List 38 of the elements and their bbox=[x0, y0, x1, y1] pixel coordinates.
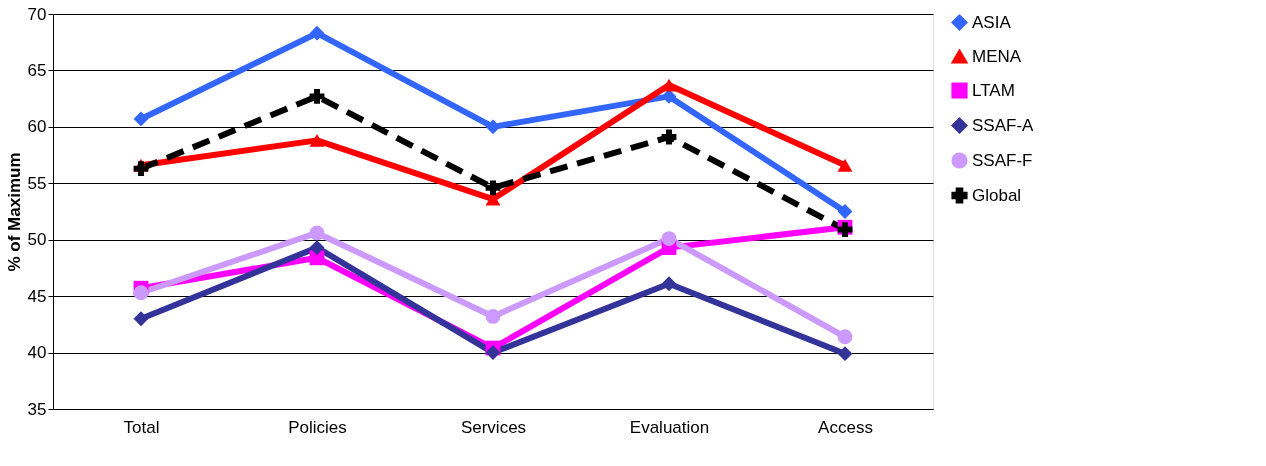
point bbox=[133, 111, 149, 127]
legend-label: ASIA bbox=[972, 12, 1012, 32]
point bbox=[309, 25, 325, 41]
y-tick-label: 70 bbox=[27, 4, 47, 24]
point bbox=[485, 180, 501, 196]
point bbox=[133, 285, 149, 301]
y-tick-label: 55 bbox=[27, 173, 47, 193]
y-tick-label: 35 bbox=[27, 399, 47, 419]
legend-label: MENA bbox=[972, 46, 1022, 66]
y-tick-label: 40 bbox=[27, 343, 47, 363]
x-tick-label: Access bbox=[818, 417, 873, 437]
legend-label: Global bbox=[972, 185, 1022, 205]
point bbox=[485, 309, 501, 324]
point bbox=[837, 346, 853, 362]
point bbox=[661, 276, 677, 292]
y-tick-label: 65 bbox=[27, 60, 47, 80]
point bbox=[661, 231, 677, 246]
point bbox=[485, 119, 501, 135]
point bbox=[133, 161, 149, 177]
x-tick-label: Evaluation bbox=[629, 417, 710, 437]
point bbox=[837, 158, 853, 172]
point bbox=[309, 225, 325, 241]
point bbox=[309, 133, 325, 147]
y-tick-label: 45 bbox=[27, 286, 47, 306]
legend-label: SSAF-F bbox=[972, 150, 1033, 170]
point bbox=[837, 329, 853, 345]
y-tick-label: 50 bbox=[27, 230, 47, 250]
y-tick-label: 60 bbox=[27, 117, 47, 137]
point bbox=[133, 311, 149, 327]
x-tick-label: Services bbox=[460, 417, 527, 437]
point bbox=[309, 240, 325, 256]
x-tick-label: Total bbox=[123, 417, 160, 437]
y-axis-title: % of Maximum bbox=[4, 152, 24, 272]
point bbox=[661, 129, 677, 145]
legend-label: LTAM bbox=[972, 80, 1015, 100]
x-tick-label: Policies bbox=[288, 417, 347, 437]
legend-label: SSAF-A bbox=[972, 115, 1035, 135]
point bbox=[309, 88, 325, 104]
